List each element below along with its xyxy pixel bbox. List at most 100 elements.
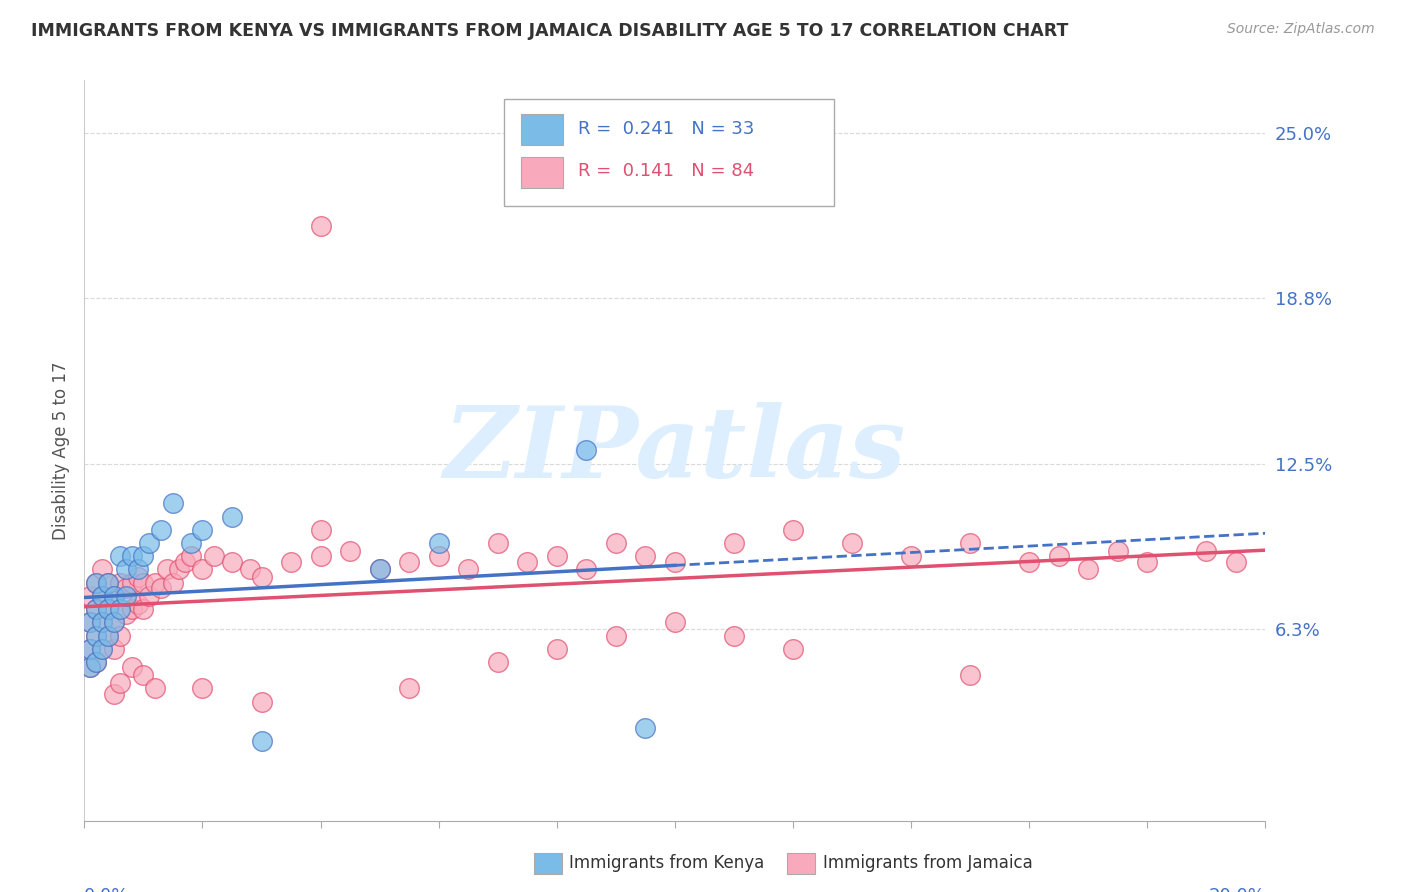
Point (121, 575, 143, 590)
Point (79, 641, 101, 656)
Point (723, 536, 745, 550)
Point (132, 668, 155, 682)
Point (103, 687, 125, 701)
Point (959, 668, 981, 682)
Point (143, 575, 166, 590)
Point (108, 676, 131, 690)
Point (108, 629, 131, 643)
Point (398, 681, 420, 696)
Point (634, 721, 657, 735)
Point (108, 575, 131, 590)
Point (162, 496, 184, 510)
Point (782, 523, 804, 537)
Point (723, 629, 745, 643)
Point (91, 615, 114, 630)
Point (84, 575, 107, 590)
Point (103, 615, 125, 630)
Point (486, 536, 509, 550)
Point (368, 562, 391, 576)
Text: 20.0%: 20.0% (1209, 887, 1265, 892)
Point (108, 549, 131, 564)
Point (575, 562, 598, 576)
Point (398, 555, 420, 569)
Point (309, 219, 332, 233)
Point (167, 562, 190, 576)
Point (1107, 544, 1129, 558)
Point (162, 575, 184, 590)
Point (79, 660, 101, 674)
Point (114, 589, 136, 603)
Point (84, 655, 107, 669)
Point (250, 695, 273, 709)
Point (79, 641, 101, 656)
Point (91, 615, 114, 630)
Point (132, 549, 155, 564)
Point (1077, 562, 1099, 576)
Point (138, 589, 160, 603)
Point (239, 562, 262, 576)
Point (79, 615, 101, 630)
Point (108, 602, 131, 616)
Text: Immigrants from Jamaica: Immigrants from Jamaica (823, 855, 1032, 872)
Point (202, 549, 225, 564)
Point (1225, 555, 1247, 569)
Point (91, 589, 114, 603)
Point (103, 589, 125, 603)
Point (180, 536, 202, 550)
Point (132, 575, 155, 590)
Point (782, 641, 804, 656)
Point (132, 602, 155, 616)
Point (1195, 544, 1218, 558)
Point (605, 536, 627, 550)
Point (309, 523, 332, 537)
Point (121, 660, 143, 674)
Text: ZIPatlas: ZIPatlas (444, 402, 905, 499)
Text: R =  0.241   N = 33: R = 0.241 N = 33 (578, 120, 755, 138)
Point (97, 629, 120, 643)
Point (156, 562, 179, 576)
Point (150, 581, 173, 595)
Point (127, 570, 149, 584)
FancyBboxPatch shape (503, 99, 834, 206)
Point (250, 734, 273, 748)
Point (250, 570, 273, 584)
Point (634, 549, 657, 564)
Point (127, 562, 149, 576)
Point (84, 602, 107, 616)
Point (121, 602, 143, 616)
Point (427, 536, 450, 550)
Point (427, 549, 450, 564)
Point (84, 575, 107, 590)
Point (280, 555, 302, 569)
Point (114, 581, 136, 595)
Point (103, 615, 125, 630)
Point (103, 589, 125, 603)
Text: Source: ZipAtlas.com: Source: ZipAtlas.com (1227, 22, 1375, 37)
Point (138, 536, 160, 550)
Point (959, 536, 981, 550)
Text: IMMIGRANTS FROM KENYA VS IMMIGRANTS FROM JAMAICA DISABILITY AGE 5 TO 17 CORRELAT: IMMIGRANTS FROM KENYA VS IMMIGRANTS FROM… (31, 22, 1069, 40)
Point (91, 589, 114, 603)
Point (605, 629, 627, 643)
Point (516, 555, 538, 569)
Point (97, 575, 120, 590)
Point (546, 549, 568, 564)
Point (84, 629, 107, 643)
Point (79, 660, 101, 674)
Point (457, 562, 479, 576)
Point (900, 549, 922, 564)
Point (79, 615, 101, 630)
Point (191, 562, 214, 576)
Point (114, 562, 136, 576)
Point (121, 549, 143, 564)
Point (664, 555, 686, 569)
Point (97, 575, 120, 590)
Point (841, 536, 863, 550)
Point (1018, 555, 1040, 569)
Point (114, 607, 136, 622)
Point (486, 655, 509, 669)
Point (221, 555, 243, 569)
Point (309, 549, 332, 564)
Point (180, 549, 202, 564)
Point (97, 629, 120, 643)
